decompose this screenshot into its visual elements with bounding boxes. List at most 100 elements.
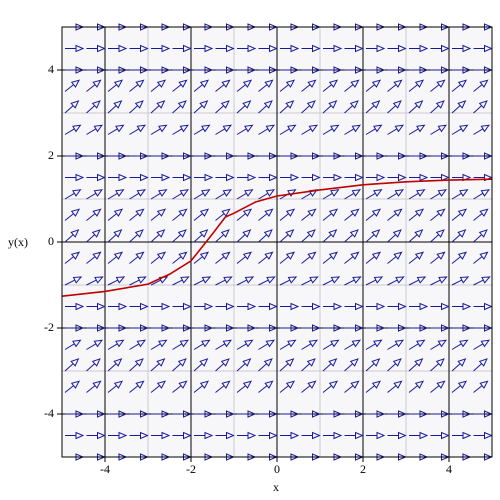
field-arrow xyxy=(280,44,300,53)
field-arrow xyxy=(107,189,125,200)
field-arrow xyxy=(108,431,128,440)
field-arrow xyxy=(193,251,210,264)
field-arrow xyxy=(86,100,101,114)
field-arrow xyxy=(322,189,340,200)
field-arrow xyxy=(86,324,106,332)
field-arrow xyxy=(473,44,493,53)
field-arrow xyxy=(323,173,343,182)
field-arrow xyxy=(64,339,82,350)
field-arrow xyxy=(129,380,145,393)
field-arrow xyxy=(215,431,235,440)
field-arrow xyxy=(151,44,171,53)
field-arrow xyxy=(258,152,278,160)
field-arrow xyxy=(86,380,102,393)
field-arrow xyxy=(258,44,278,53)
field-arrow xyxy=(452,324,472,332)
field-arrow xyxy=(387,276,405,286)
field-arrow xyxy=(215,276,233,286)
field-arrow xyxy=(408,124,426,135)
field-arrow xyxy=(430,380,446,393)
field-arrow xyxy=(280,152,300,160)
field-arrow xyxy=(65,410,85,418)
field-arrow xyxy=(172,302,192,311)
field-arrow xyxy=(387,173,407,182)
field-arrow xyxy=(344,66,364,74)
field-arrow xyxy=(408,251,425,264)
field-arrow xyxy=(473,431,493,440)
field-arrow xyxy=(236,100,252,114)
field-arrow xyxy=(172,173,192,182)
field-arrow xyxy=(215,358,230,372)
field-arrow xyxy=(365,229,381,243)
field-arrow xyxy=(129,152,149,160)
field-arrow xyxy=(107,380,124,393)
field-arrow xyxy=(279,358,295,372)
field-arrow xyxy=(107,79,124,92)
field-arrow xyxy=(64,124,82,135)
field-arrow xyxy=(387,302,407,311)
field-arrow xyxy=(193,189,211,200)
field-arrow xyxy=(344,229,359,243)
field-arrow xyxy=(408,100,424,114)
field-arrow xyxy=(129,358,144,372)
field-arrow xyxy=(365,380,382,393)
field-arrow xyxy=(279,124,297,135)
field-arrow xyxy=(172,124,190,135)
field-arrow xyxy=(236,276,255,286)
field-arrow xyxy=(108,66,128,74)
field-arrow xyxy=(215,124,233,135)
field-arrow xyxy=(215,229,230,243)
field-arrow xyxy=(408,79,425,92)
field-arrow xyxy=(430,431,450,440)
field-arrow xyxy=(301,124,319,135)
field-arrow xyxy=(258,100,273,114)
field-arrow xyxy=(430,276,448,286)
field-arrow xyxy=(387,410,407,418)
field-arrow xyxy=(172,229,187,243)
field-arrow xyxy=(172,44,192,53)
field-arrow xyxy=(451,189,469,200)
field-arrow xyxy=(387,66,407,74)
field-arrow xyxy=(86,66,106,74)
field-arrow xyxy=(301,44,321,53)
field-arrow xyxy=(215,189,233,200)
field-arrow xyxy=(344,358,359,372)
field-arrow xyxy=(215,173,235,182)
field-arrow xyxy=(107,358,123,372)
field-arrow xyxy=(64,251,81,264)
field-arrow xyxy=(172,208,188,221)
field-arrow xyxy=(65,152,85,160)
field-arrow xyxy=(129,339,147,350)
field-arrow xyxy=(215,100,230,114)
field-arrow xyxy=(215,339,233,350)
field-arrow xyxy=(301,173,321,182)
field-arrow xyxy=(451,124,469,135)
field-arrow xyxy=(387,124,405,135)
field-arrow xyxy=(280,66,300,74)
field-arrow xyxy=(322,380,339,393)
field-arrow xyxy=(323,431,343,440)
field-arrow xyxy=(129,124,147,135)
field-arrow xyxy=(279,276,298,286)
field-arrow xyxy=(236,124,254,135)
field-arrow xyxy=(236,208,253,221)
field-arrow xyxy=(451,358,467,372)
field-arrow xyxy=(452,410,472,418)
y-tick-label: 2 xyxy=(48,148,54,162)
field-arrow xyxy=(451,100,467,114)
field-arrow xyxy=(301,276,319,286)
field-arrow xyxy=(172,189,190,200)
field-arrow xyxy=(64,358,80,372)
field-arrow xyxy=(279,229,295,243)
y-tick-label: -2 xyxy=(44,320,54,334)
field-arrow xyxy=(215,66,235,74)
field-arrow xyxy=(172,410,192,418)
field-arrow xyxy=(408,358,424,372)
field-arrow xyxy=(258,173,278,182)
field-arrow xyxy=(237,302,257,311)
field-arrow xyxy=(215,410,235,418)
field-arrow xyxy=(322,251,339,264)
field-arrow xyxy=(194,44,214,53)
field-arrow xyxy=(473,380,489,393)
field-arrow xyxy=(151,324,171,332)
